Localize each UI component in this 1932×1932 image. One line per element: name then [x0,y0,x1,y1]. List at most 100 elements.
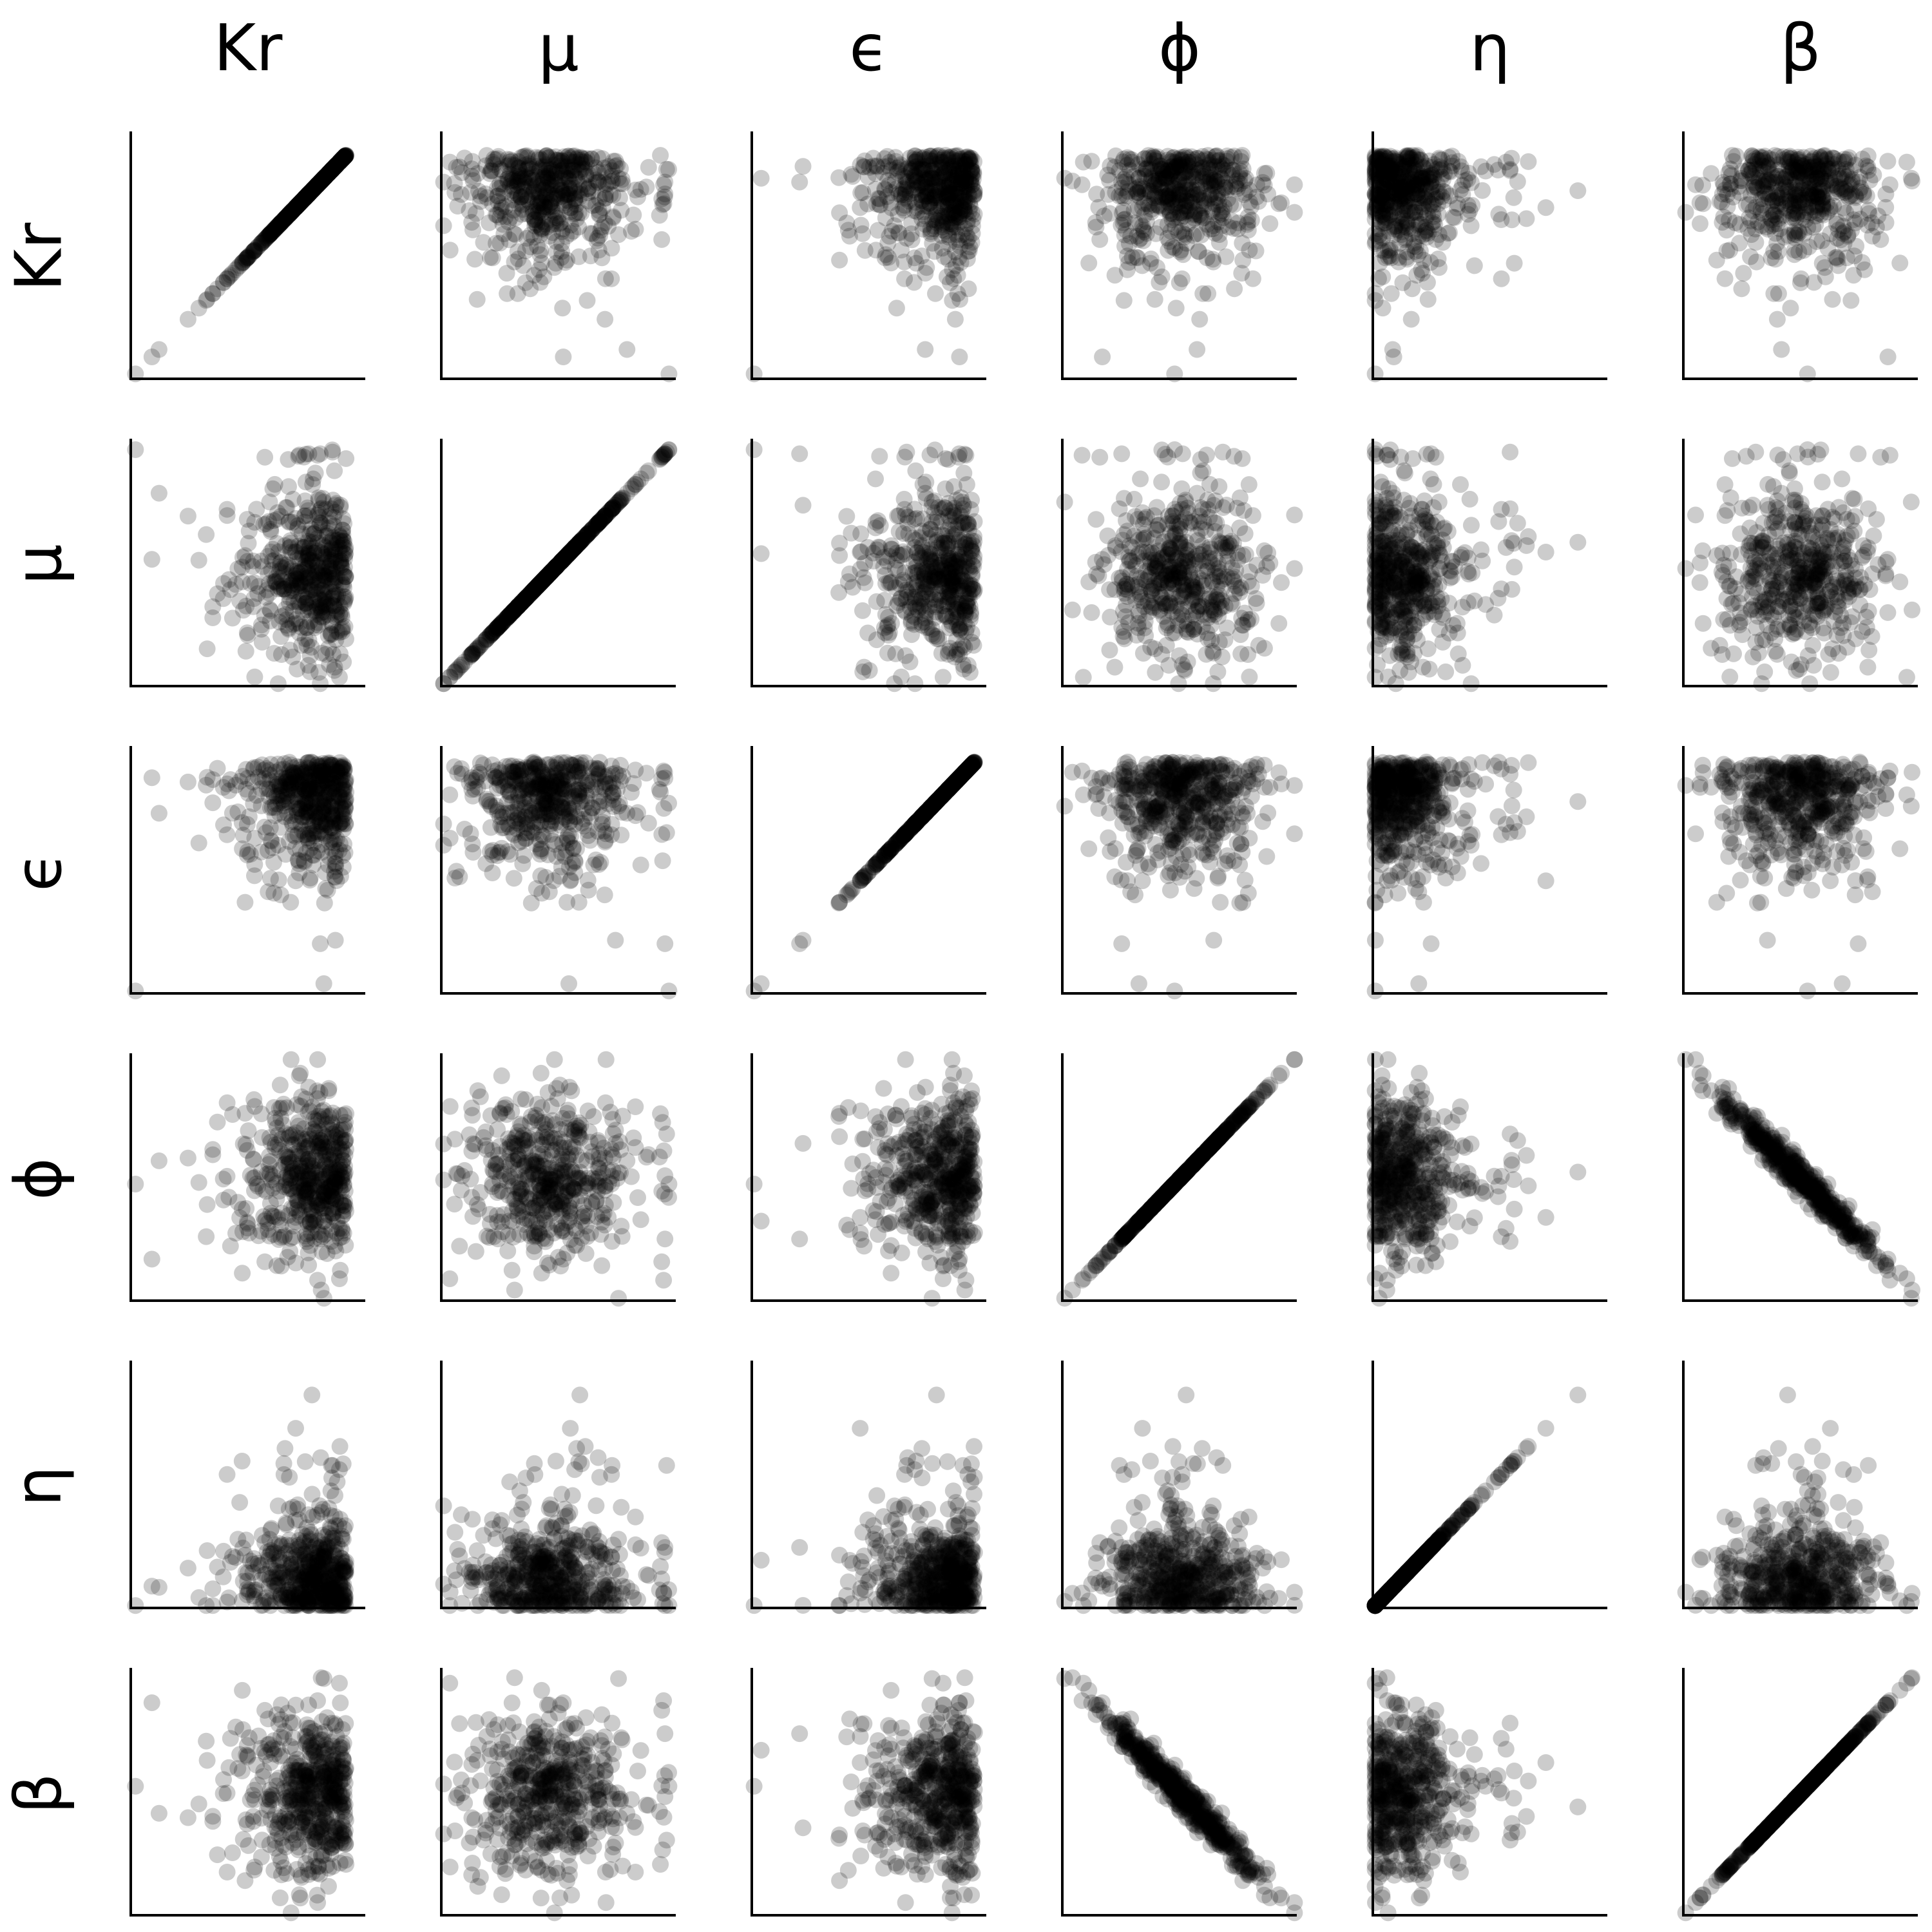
data-point [947,311,964,328]
data-point [1074,177,1091,193]
data-point [151,485,167,502]
data-point [1129,184,1145,201]
data-point [955,497,972,513]
data-point [942,578,959,595]
data-point [568,171,585,187]
data-point [921,598,937,615]
data-point [917,341,933,358]
data-point [262,613,279,629]
data-point [1198,168,1215,185]
data-point [1782,300,1799,316]
data-point [1232,646,1249,662]
data-point [1742,249,1759,265]
data-point [314,609,331,626]
data-point [897,506,914,523]
data-point [906,202,923,219]
data-point [1769,168,1786,185]
data-point [640,159,657,176]
data-point [903,225,920,242]
data-point [309,506,326,523]
data-point [795,158,812,175]
data-point [1813,171,1830,187]
data-point [1075,669,1092,685]
data-point [1403,311,1420,328]
data-point [859,625,876,642]
data-point [1880,349,1897,365]
data-point [1233,265,1250,282]
data-point [928,628,945,645]
data-point [1383,285,1400,302]
data-point [1209,664,1226,680]
data-point [1153,473,1170,490]
data-point [553,158,570,175]
panel-1-3 [1057,439,1303,692]
data-point [898,444,915,461]
data-point [1088,186,1105,202]
data-point [198,526,215,543]
data-point [579,292,596,309]
data-point [204,609,221,626]
data-point [1189,341,1205,358]
data-point [1506,189,1522,206]
data-point [883,254,899,271]
data-point [238,643,254,660]
data-point [1799,219,1816,236]
data-point [144,551,160,568]
panel-0-4 [1367,131,1607,382]
data-point [1239,614,1256,631]
data-point [951,349,968,365]
data-point [266,645,283,662]
data-point [1735,265,1752,282]
data-point [262,493,278,510]
data-point [1200,492,1216,508]
data-point [267,476,283,493]
data-point [469,291,486,308]
data-point [553,243,570,260]
data-point [1493,271,1510,287]
data-point [1842,292,1859,309]
data-point [246,669,263,685]
data-point [610,226,627,243]
data-point [304,476,321,493]
data-point [318,646,334,663]
data-point [338,450,354,467]
data-point [840,222,857,238]
data-point [1718,222,1735,238]
data-point [1703,165,1719,182]
data-point [1466,257,1483,274]
data-point [1687,177,1704,193]
data-point [960,280,977,297]
data-point [492,616,509,633]
panel-1-0 [127,439,365,692]
data-point [1214,649,1230,665]
data-point [1506,255,1523,272]
data-point [906,675,923,692]
data-point [1463,217,1480,234]
data-point [1412,243,1429,260]
data-point [953,539,970,555]
data-point [831,252,848,269]
data-point [950,609,966,626]
data-point [1174,271,1191,287]
data-point [1879,153,1896,169]
data-point [1795,242,1812,259]
data-point [937,450,954,467]
data-point [1106,659,1123,676]
data-point [1201,476,1218,493]
data-point [1404,280,1420,297]
data-point [284,649,301,665]
data-point [1270,615,1287,632]
data-point [879,618,895,635]
data-point [753,545,770,562]
data-point [1452,182,1469,198]
data-point [1094,349,1111,365]
data-point [627,182,644,198]
data-point [327,553,344,569]
data-point [1390,156,1407,173]
data-point [1174,445,1191,462]
data-point [1786,205,1803,222]
data-point [1538,199,1554,216]
data-point [888,300,905,316]
data-point [1135,233,1152,249]
